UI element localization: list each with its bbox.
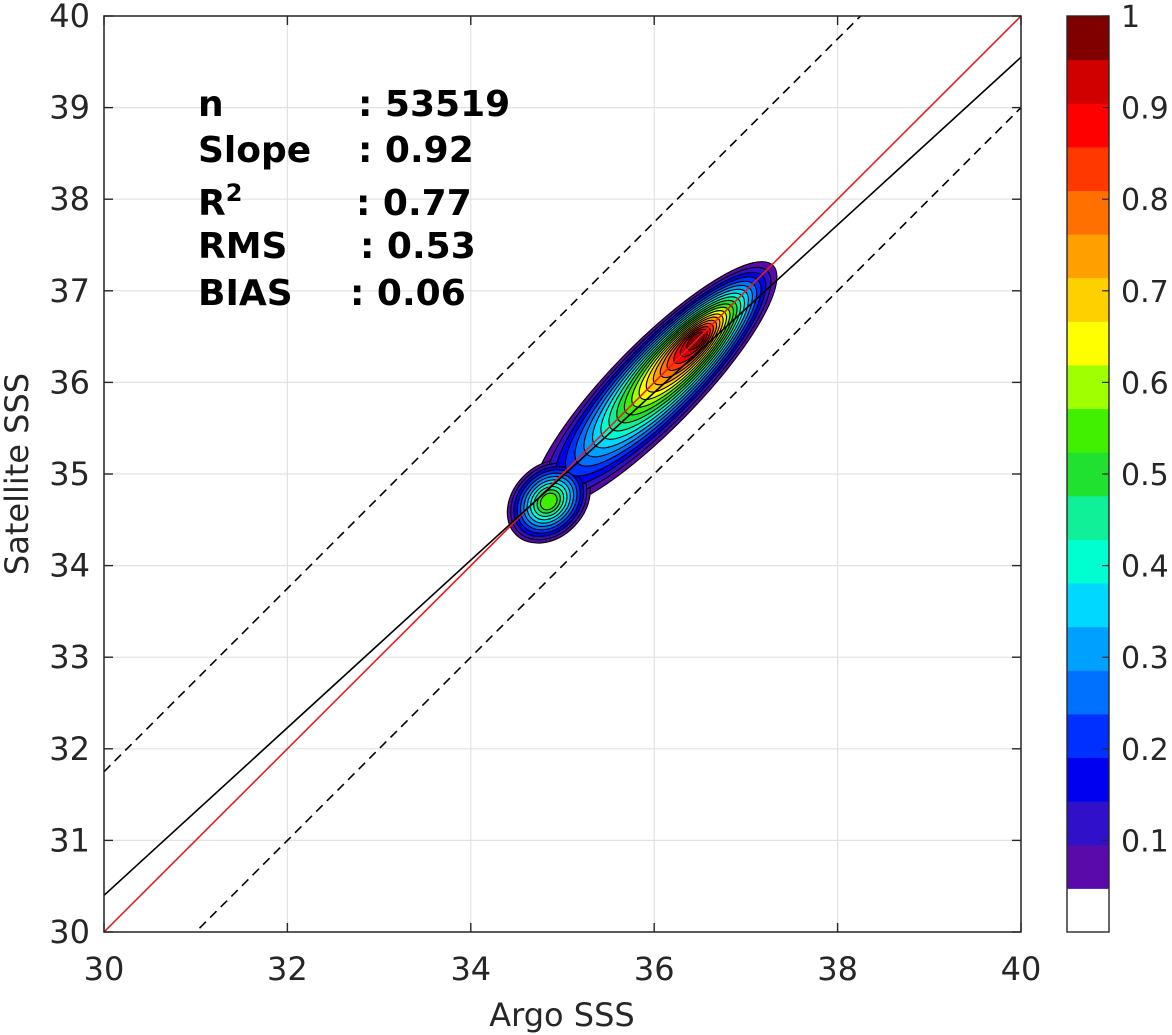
colorbar-segment	[1067, 146, 1109, 191]
y-tick-labels: 30 31 32 33 34 35 36 37 38 39 40	[49, 0, 90, 951]
stats-value: : 0.77	[356, 183, 472, 224]
x-tick-labels: 30 32 34 36 38 40	[84, 950, 1042, 988]
stats-label: RMS	[198, 226, 287, 267]
one-to-one-line	[104, 16, 1021, 932]
x-tick-label: 32	[267, 950, 308, 988]
colorbar-segment	[1067, 495, 1109, 540]
colorbar-segment	[1067, 364, 1109, 410]
colorbar-segment	[1067, 670, 1109, 715]
colorbar-segment	[1067, 844, 1109, 889]
lower-bound-line	[194, 107, 1021, 932]
colorbar-tick-label: 0.1	[1121, 824, 1169, 859]
y-tick-label: 30	[49, 913, 90, 951]
stats-annotation: n : 53519 Slope : 0.92 R2 : 0.77 RMS : 0.53 BIAS…	[198, 84, 510, 314]
colorbar-segment	[1067, 408, 1109, 453]
y-tick-label: 40	[49, 0, 90, 35]
colorbar-segment	[1067, 539, 1109, 584]
upper-bound-line	[104, 16, 862, 773]
y-tick-label: 32	[49, 730, 90, 768]
stats-value: : 0.06	[350, 273, 466, 314]
y-tick-label: 36	[49, 363, 90, 401]
stats-value: : 0.92	[358, 130, 474, 171]
colorbar-segment	[1067, 234, 1109, 279]
y-tick-label: 31	[49, 821, 90, 859]
colorbar: 0.1 0.2 0.3 0.4 0.5 0.6 0.7 0.8 0.9 1	[1066, 0, 1169, 933]
colorbar-segment	[1067, 103, 1109, 148]
axis-ticks	[103, 15, 1022, 933]
colorbar-tick-label: 0.6	[1121, 366, 1169, 401]
y-tick-label: 34	[49, 547, 90, 585]
x-axis-title: Argo SSS	[489, 996, 634, 1034]
contour-lobe	[539, 492, 558, 511]
colorbar-segment	[1067, 801, 1109, 846]
stats-value: : 0.53	[360, 226, 476, 267]
y-tick-label: 37	[49, 272, 90, 310]
colorbar-tick-label: 0.8	[1121, 183, 1169, 218]
x-tick-label: 40	[1001, 950, 1042, 988]
stats-label: BIAS	[198, 273, 293, 314]
regression-line	[104, 56, 1021, 896]
colorbar-segment	[1067, 713, 1109, 759]
colorbar-segment	[1067, 277, 1109, 322]
stats-label: R2	[198, 179, 242, 224]
reference-lines	[104, 16, 1021, 932]
x-tick-label: 36	[634, 950, 675, 988]
x-tick-label: 30	[84, 950, 125, 988]
colorbar-segment	[1067, 757, 1109, 802]
colorbar-segment	[1067, 583, 1109, 628]
colorbar-tick-label: 0.3	[1121, 641, 1169, 676]
y-axis-title: Satellite SSS	[0, 373, 36, 575]
colorbar-tick-label: 0.4	[1121, 550, 1169, 585]
colorbar-segment	[1067, 888, 1109, 933]
y-tick-label: 35	[49, 455, 90, 493]
colorbar-segment	[1067, 59, 1109, 104]
stats-label: Slope	[198, 130, 311, 171]
colorbar-tick-label: 0.2	[1121, 733, 1169, 768]
colorbar-segment	[1067, 321, 1109, 366]
y-tick-label: 33	[49, 638, 90, 676]
colorbar-tick-label: 0.5	[1121, 458, 1169, 493]
colorbar-segment	[1067, 190, 1109, 235]
colorbar-segment	[1067, 626, 1109, 671]
y-tick-label: 38	[49, 180, 90, 218]
x-tick-label: 34	[450, 950, 491, 988]
stats-superscript: 2	[226, 179, 243, 207]
stats-label: n	[198, 84, 224, 125]
stats-value: : 53519	[358, 84, 510, 125]
x-tick-label: 38	[817, 950, 858, 988]
colorbar-tick-label: 1	[1121, 0, 1140, 35]
colorbar-segment	[1067, 16, 1109, 61]
y-tick-label: 39	[49, 89, 90, 127]
colorbar-tick-label: 0.7	[1121, 275, 1169, 310]
colorbar-tick-label: 0.9	[1121, 92, 1169, 127]
